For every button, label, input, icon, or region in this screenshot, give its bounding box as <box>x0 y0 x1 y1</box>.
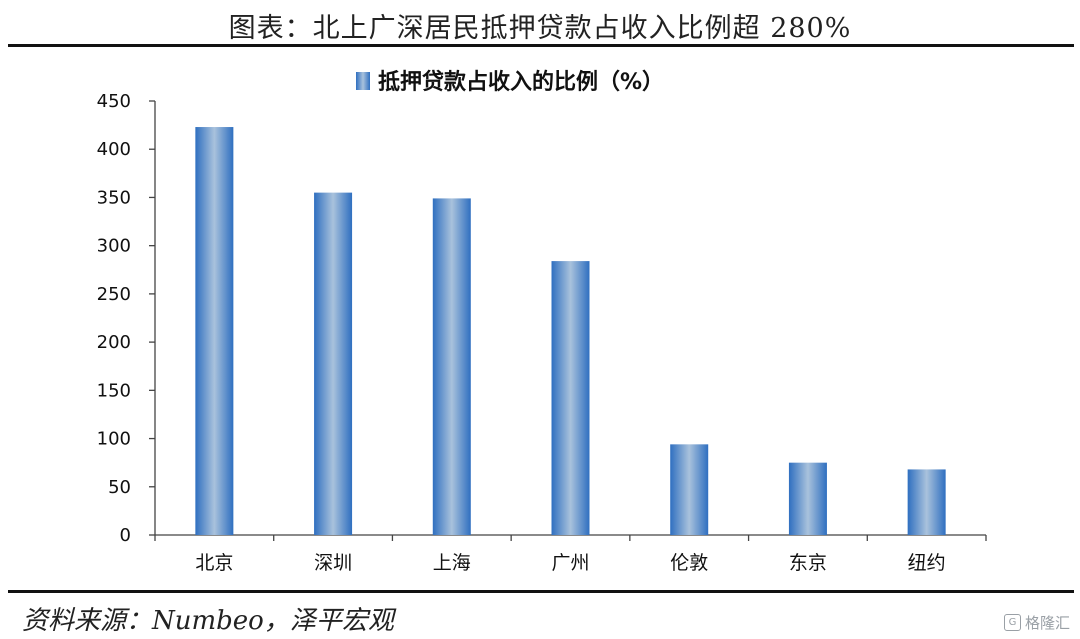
x-tick-label: 上海 <box>433 552 471 574</box>
x-tick-label: 北京 <box>195 552 233 574</box>
chart-legend: 抵押贷款占收入的比例（%） <box>356 69 664 95</box>
y-tick-label: 350 <box>97 187 131 208</box>
y-tick-label: 300 <box>97 236 131 257</box>
x-tick-label: 深圳 <box>314 552 352 574</box>
y-tick-label: 450 <box>97 91 131 112</box>
bar <box>551 261 590 535</box>
bar <box>907 469 946 535</box>
y-tick-label: 150 <box>97 380 131 401</box>
top-divider <box>8 44 1074 47</box>
watermark-logo-icon: G <box>1003 614 1021 631</box>
bar <box>195 127 234 535</box>
y-tick-label: 250 <box>97 284 131 305</box>
x-tick-label: 广州 <box>551 552 589 574</box>
bottom-divider <box>8 590 1074 593</box>
y-tick-label: 100 <box>97 429 131 450</box>
y-tick-label: 50 <box>108 477 131 498</box>
y-tick-label: 200 <box>97 332 131 353</box>
watermark-text: 格隆汇 <box>1024 614 1070 632</box>
chart-axes: 0 50 100 150 200 250 300 350 400 450 北京 深圳 上海 广州 伦敦 东京 纽… <box>97 91 987 574</box>
watermark: G 格隆汇 <box>1003 612 1070 633</box>
x-tick-label: 纽约 <box>908 552 946 574</box>
bar <box>788 462 827 535</box>
legend-marker <box>356 72 370 90</box>
x-tick-label: 东京 <box>789 552 827 574</box>
bar <box>432 198 471 536</box>
page-title: 图表：北上广深居民抵押贷款占收入比例超 280% <box>228 13 852 44</box>
y-tick-label: 0 <box>120 525 131 546</box>
bar <box>314 192 353 535</box>
source-note: 资料来源：Numbeo，泽平宏观 <box>22 606 394 636</box>
legend-label: 抵押贷款占收入的比例（%） <box>378 69 664 95</box>
y-tick-label: 400 <box>97 139 131 160</box>
x-tick-label: 伦敦 <box>670 552 708 574</box>
chart-bars <box>195 127 946 536</box>
bar-chart: 抵押贷款占收入的比例（%） 0 50 100 150 200 250 300 350 400 45… <box>97 69 987 574</box>
bar <box>670 444 709 535</box>
